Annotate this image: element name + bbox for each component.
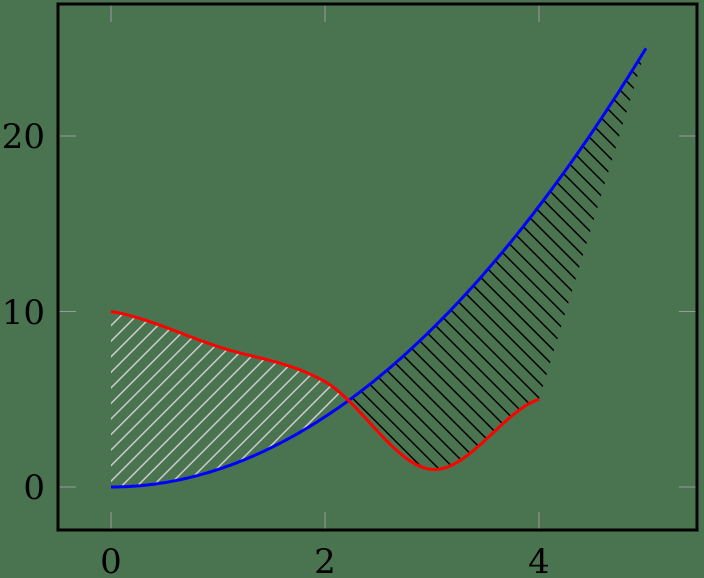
y-tick-label: 20 <box>2 117 45 157</box>
hatched-fill-red-above-blue <box>111 311 349 487</box>
y-tick-labels: 0 10 20 <box>2 117 45 508</box>
x-tick-labels: 0 2 4 <box>100 542 550 578</box>
tick-marks <box>58 4 697 530</box>
x-tick-label: 2 <box>314 542 336 578</box>
red-curve-line <box>110 310 540 471</box>
blue-curve-line <box>111 47 648 489</box>
y-tick-label: 0 <box>23 468 45 508</box>
y-tick-label: 10 <box>2 293 45 333</box>
x-tick-label: 0 <box>100 542 122 578</box>
axes-frame <box>56 2 699 532</box>
x-tick-label: 4 <box>528 542 550 578</box>
fill-regions <box>111 48 646 487</box>
series-lines <box>110 47 648 489</box>
